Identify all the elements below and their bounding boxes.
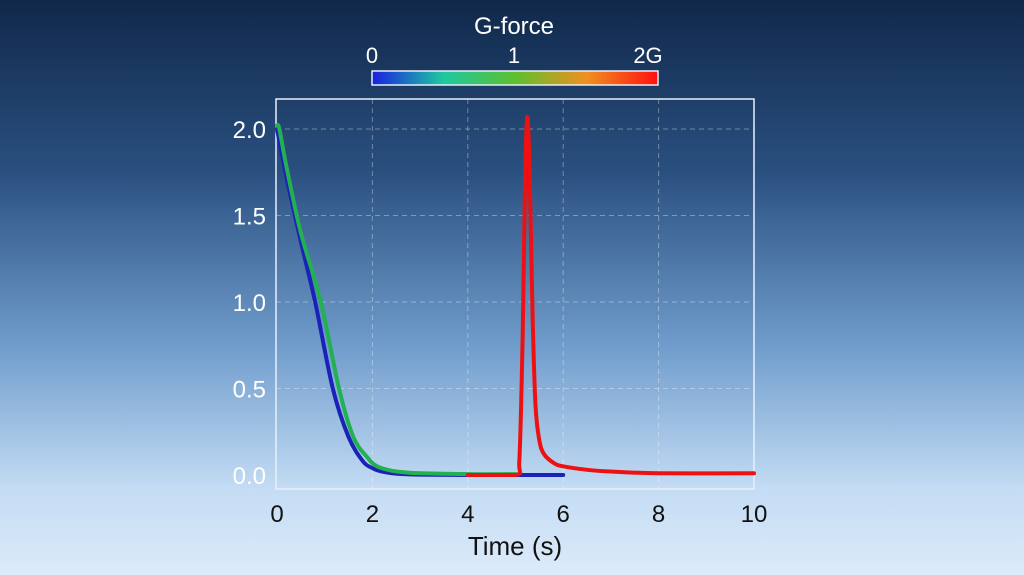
x-tick-label: 10 <box>741 501 768 528</box>
y-tick-label: 0.5 <box>233 377 266 404</box>
colorbar <box>371 70 659 86</box>
x-tick-label: 6 <box>557 501 570 528</box>
colorbar-tick-0: 0 <box>366 43 378 68</box>
y-tick-label: 1.5 <box>233 204 266 231</box>
series-line-1 <box>275 122 518 477</box>
x-tick-label: 2 <box>366 501 379 528</box>
y-tick-label: 0.0 <box>233 463 266 490</box>
x-tick-label: 0 <box>270 501 283 528</box>
x-tick-label: 4 <box>461 501 474 528</box>
grid <box>276 99 754 489</box>
x-tick-label: 8 <box>652 501 665 528</box>
colorbar-title: G-force <box>474 13 554 40</box>
series-line-2 <box>465 114 756 477</box>
colorbar-tick-1: 1 <box>508 43 520 68</box>
tick-labels: 0 2 4 6 8 10 0.0 0.5 1.0 1.5 2.0 <box>233 117 768 528</box>
x-axis-label: Time (s) <box>468 531 562 561</box>
y-tick-label: 2.0 <box>233 117 266 144</box>
colorbar-tick-2: 2G <box>633 43 662 68</box>
series-group <box>275 114 756 477</box>
plot-frame <box>275 98 755 490</box>
y-tick-label: 1.0 <box>233 290 266 317</box>
